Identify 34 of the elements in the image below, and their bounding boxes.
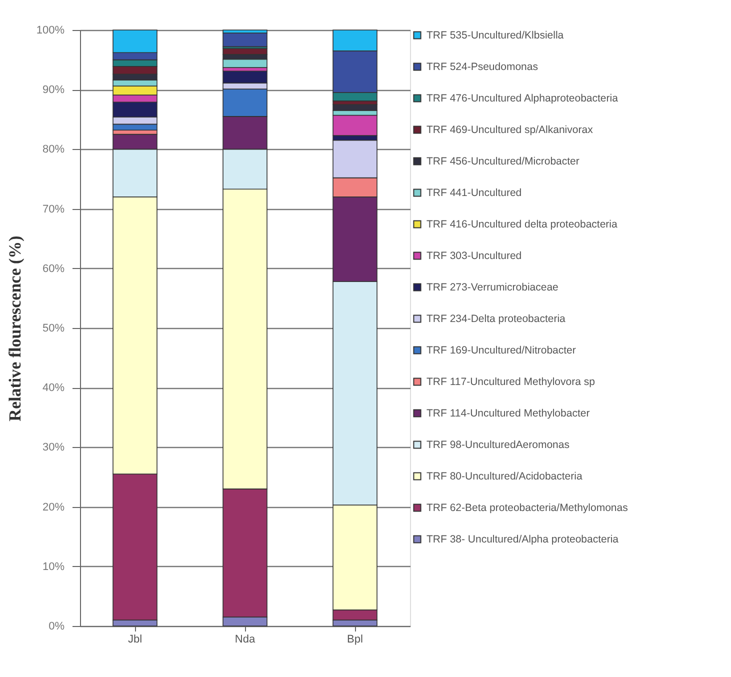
y-tick-label: 50% bbox=[42, 322, 65, 334]
y-tick-label: 0% bbox=[48, 620, 65, 632]
legend-label: TRF 441-Uncultured bbox=[426, 186, 522, 199]
x-tick-label: Bpl bbox=[347, 634, 363, 646]
y-tick-label: 70% bbox=[42, 203, 65, 216]
y-tick-label: 20% bbox=[42, 501, 65, 514]
legend-label: TRF 303-Uncultured bbox=[426, 250, 522, 262]
y-axis-title: Relative flourescence (%) bbox=[5, 236, 24, 422]
legend-label: TRF 469-Uncultured sp/Alkanivorax bbox=[426, 124, 594, 136]
x-tick-label: Nda bbox=[234, 634, 256, 646]
legend-label: TRF 80-Uncultured/Acidobacteria bbox=[426, 470, 582, 482]
legend-label: TRF 234-Delta proteobacteria bbox=[426, 312, 566, 325]
y-tick-label: 40% bbox=[42, 382, 65, 394]
y-tick-label: 60% bbox=[42, 262, 65, 275]
legend-label: TRF 62-Beta proteobacteria/Methylomonas bbox=[426, 502, 628, 514]
x-tick-label: Jbl bbox=[128, 634, 142, 646]
legend-label: TRF 535-Uncultured/Klbsiella bbox=[426, 29, 564, 42]
y-tick-label: 10% bbox=[42, 560, 65, 573]
legend-label: TRF 416-Uncultured delta proteobacteria bbox=[426, 218, 618, 230]
legend-label: TRF 98-UnculturedAeromonas bbox=[426, 438, 570, 451]
y-tick-label: 90% bbox=[42, 84, 65, 96]
legend-label: TRF 38- Uncultured/Alpha proteobacteria bbox=[426, 533, 619, 546]
legend-label: TRF 524-Pseudomonas bbox=[426, 60, 538, 73]
legend-label: TRF 169-Uncultured/Nitrobacter bbox=[426, 344, 576, 356]
legend-label: TRF 117-Uncultured Methylovora sp bbox=[426, 376, 596, 388]
legend-label: TRF 114-Uncultured Methylobacter bbox=[426, 407, 590, 420]
legend-label: TRF 456-Uncultured/Microbacter bbox=[426, 155, 580, 168]
legend-label: TRF 273-Verrumicrobiaceae bbox=[426, 281, 559, 294]
bar bbox=[222, 58, 268, 68]
y-tick-label: 30% bbox=[42, 442, 65, 454]
y-tick-label: 100% bbox=[36, 24, 65, 36]
y-tick-label: 80% bbox=[42, 144, 65, 156]
bar bbox=[222, 32, 268, 48]
legend-label: TRF 476-Uncultured Alphaproteobacteria bbox=[426, 92, 618, 104]
